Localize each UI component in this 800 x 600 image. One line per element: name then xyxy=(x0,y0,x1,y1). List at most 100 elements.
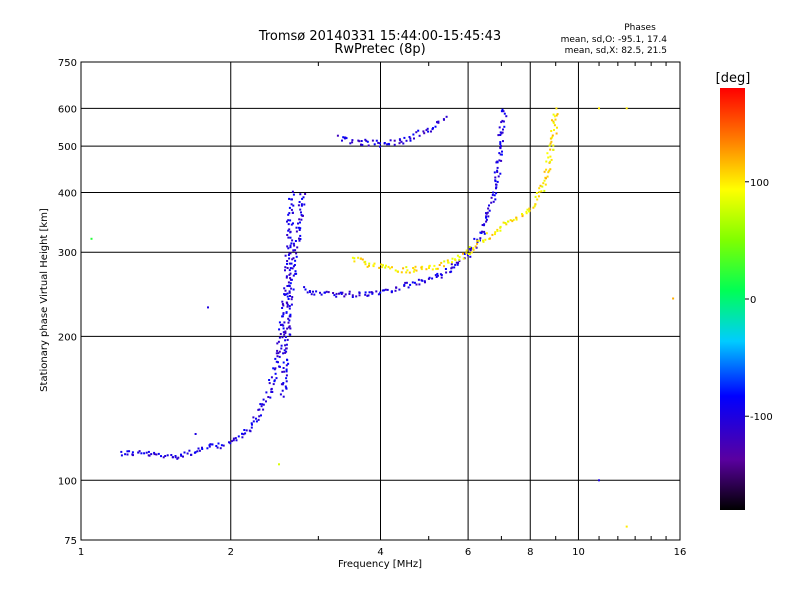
data-point xyxy=(386,288,389,291)
data-point xyxy=(275,360,278,363)
data-point xyxy=(451,257,454,260)
data-point xyxy=(371,291,374,294)
data-point xyxy=(201,448,204,450)
data-point xyxy=(291,296,294,298)
data-point xyxy=(299,227,302,230)
data-point xyxy=(378,142,381,145)
x-tick-label: 8 xyxy=(527,547,533,558)
data-point xyxy=(553,124,556,127)
data-point xyxy=(367,144,370,147)
data-point xyxy=(353,257,356,260)
data-point xyxy=(499,146,502,149)
data-point xyxy=(409,283,412,286)
data-point xyxy=(476,241,479,244)
data-point xyxy=(488,204,490,207)
data-point xyxy=(284,344,287,347)
data-point xyxy=(413,268,416,271)
data-point xyxy=(295,252,298,255)
data-point xyxy=(505,115,508,118)
data-point xyxy=(538,190,541,193)
data-point xyxy=(290,242,293,245)
data-point xyxy=(492,191,495,194)
data-point xyxy=(456,254,459,257)
data-point xyxy=(550,140,553,143)
data-point xyxy=(494,231,497,234)
data-point xyxy=(280,383,283,386)
data-point xyxy=(357,256,360,259)
data-point xyxy=(385,264,387,267)
data-point xyxy=(303,203,306,206)
data-point xyxy=(406,269,409,272)
data-point xyxy=(241,432,243,435)
data-point xyxy=(536,198,539,201)
info-line-x: mean, sd,X: 82.5, 21.5 xyxy=(565,46,667,56)
data-point xyxy=(417,129,420,132)
data-point xyxy=(285,370,288,373)
data-point xyxy=(278,321,281,324)
data-point xyxy=(281,336,284,339)
data-point xyxy=(248,429,251,432)
data-point xyxy=(290,262,293,265)
data-point xyxy=(549,168,552,171)
data-point xyxy=(313,293,316,296)
data-point xyxy=(278,328,281,331)
data-point xyxy=(470,251,473,254)
data-point xyxy=(479,231,482,234)
data-point xyxy=(285,275,288,278)
data-point xyxy=(341,139,343,142)
data-point xyxy=(290,223,293,226)
data-point xyxy=(290,203,293,206)
data-point xyxy=(436,121,439,124)
data-point xyxy=(483,223,486,226)
data-point xyxy=(552,148,555,151)
data-point xyxy=(232,439,235,442)
x-tick-label: 1 xyxy=(78,547,84,558)
data-point xyxy=(289,295,291,297)
data-point xyxy=(495,183,498,186)
data-point xyxy=(291,258,294,261)
data-point xyxy=(287,317,290,320)
data-point xyxy=(285,347,288,350)
data-point xyxy=(503,125,506,128)
data-point xyxy=(276,355,279,358)
data-point xyxy=(128,450,131,453)
data-point xyxy=(282,304,285,307)
y-axis-label: Stationary phase Virtual Height [km] xyxy=(39,208,50,392)
data-point xyxy=(453,266,456,269)
data-point xyxy=(405,266,408,269)
data-point xyxy=(625,525,628,528)
data-point xyxy=(294,240,297,242)
data-point xyxy=(255,420,258,423)
data-point xyxy=(293,244,296,247)
data-point xyxy=(364,291,367,294)
data-point xyxy=(366,140,369,143)
data-point xyxy=(535,192,538,194)
data-point xyxy=(371,139,374,142)
data-point xyxy=(289,282,292,285)
data-point xyxy=(499,131,502,134)
data-point xyxy=(288,290,291,293)
data-point xyxy=(414,265,417,268)
data-point xyxy=(261,403,264,406)
data-point xyxy=(409,139,412,142)
data-point xyxy=(153,451,156,454)
data-point xyxy=(351,294,354,297)
data-point xyxy=(423,280,426,283)
data-point xyxy=(379,291,382,294)
data-point xyxy=(292,222,294,225)
data-point xyxy=(166,454,169,457)
data-point xyxy=(367,294,370,297)
data-point xyxy=(271,391,274,393)
data-point xyxy=(290,208,293,211)
data-point xyxy=(428,264,431,267)
data-point xyxy=(290,303,293,306)
data-point xyxy=(551,134,554,137)
data-point xyxy=(393,143,396,146)
x-tick-label: 2 xyxy=(228,547,234,558)
data-point xyxy=(335,295,338,298)
data-point xyxy=(552,120,555,123)
data-point xyxy=(403,136,406,139)
data-point xyxy=(170,454,173,456)
data-point xyxy=(262,403,265,406)
data-point xyxy=(498,126,501,129)
